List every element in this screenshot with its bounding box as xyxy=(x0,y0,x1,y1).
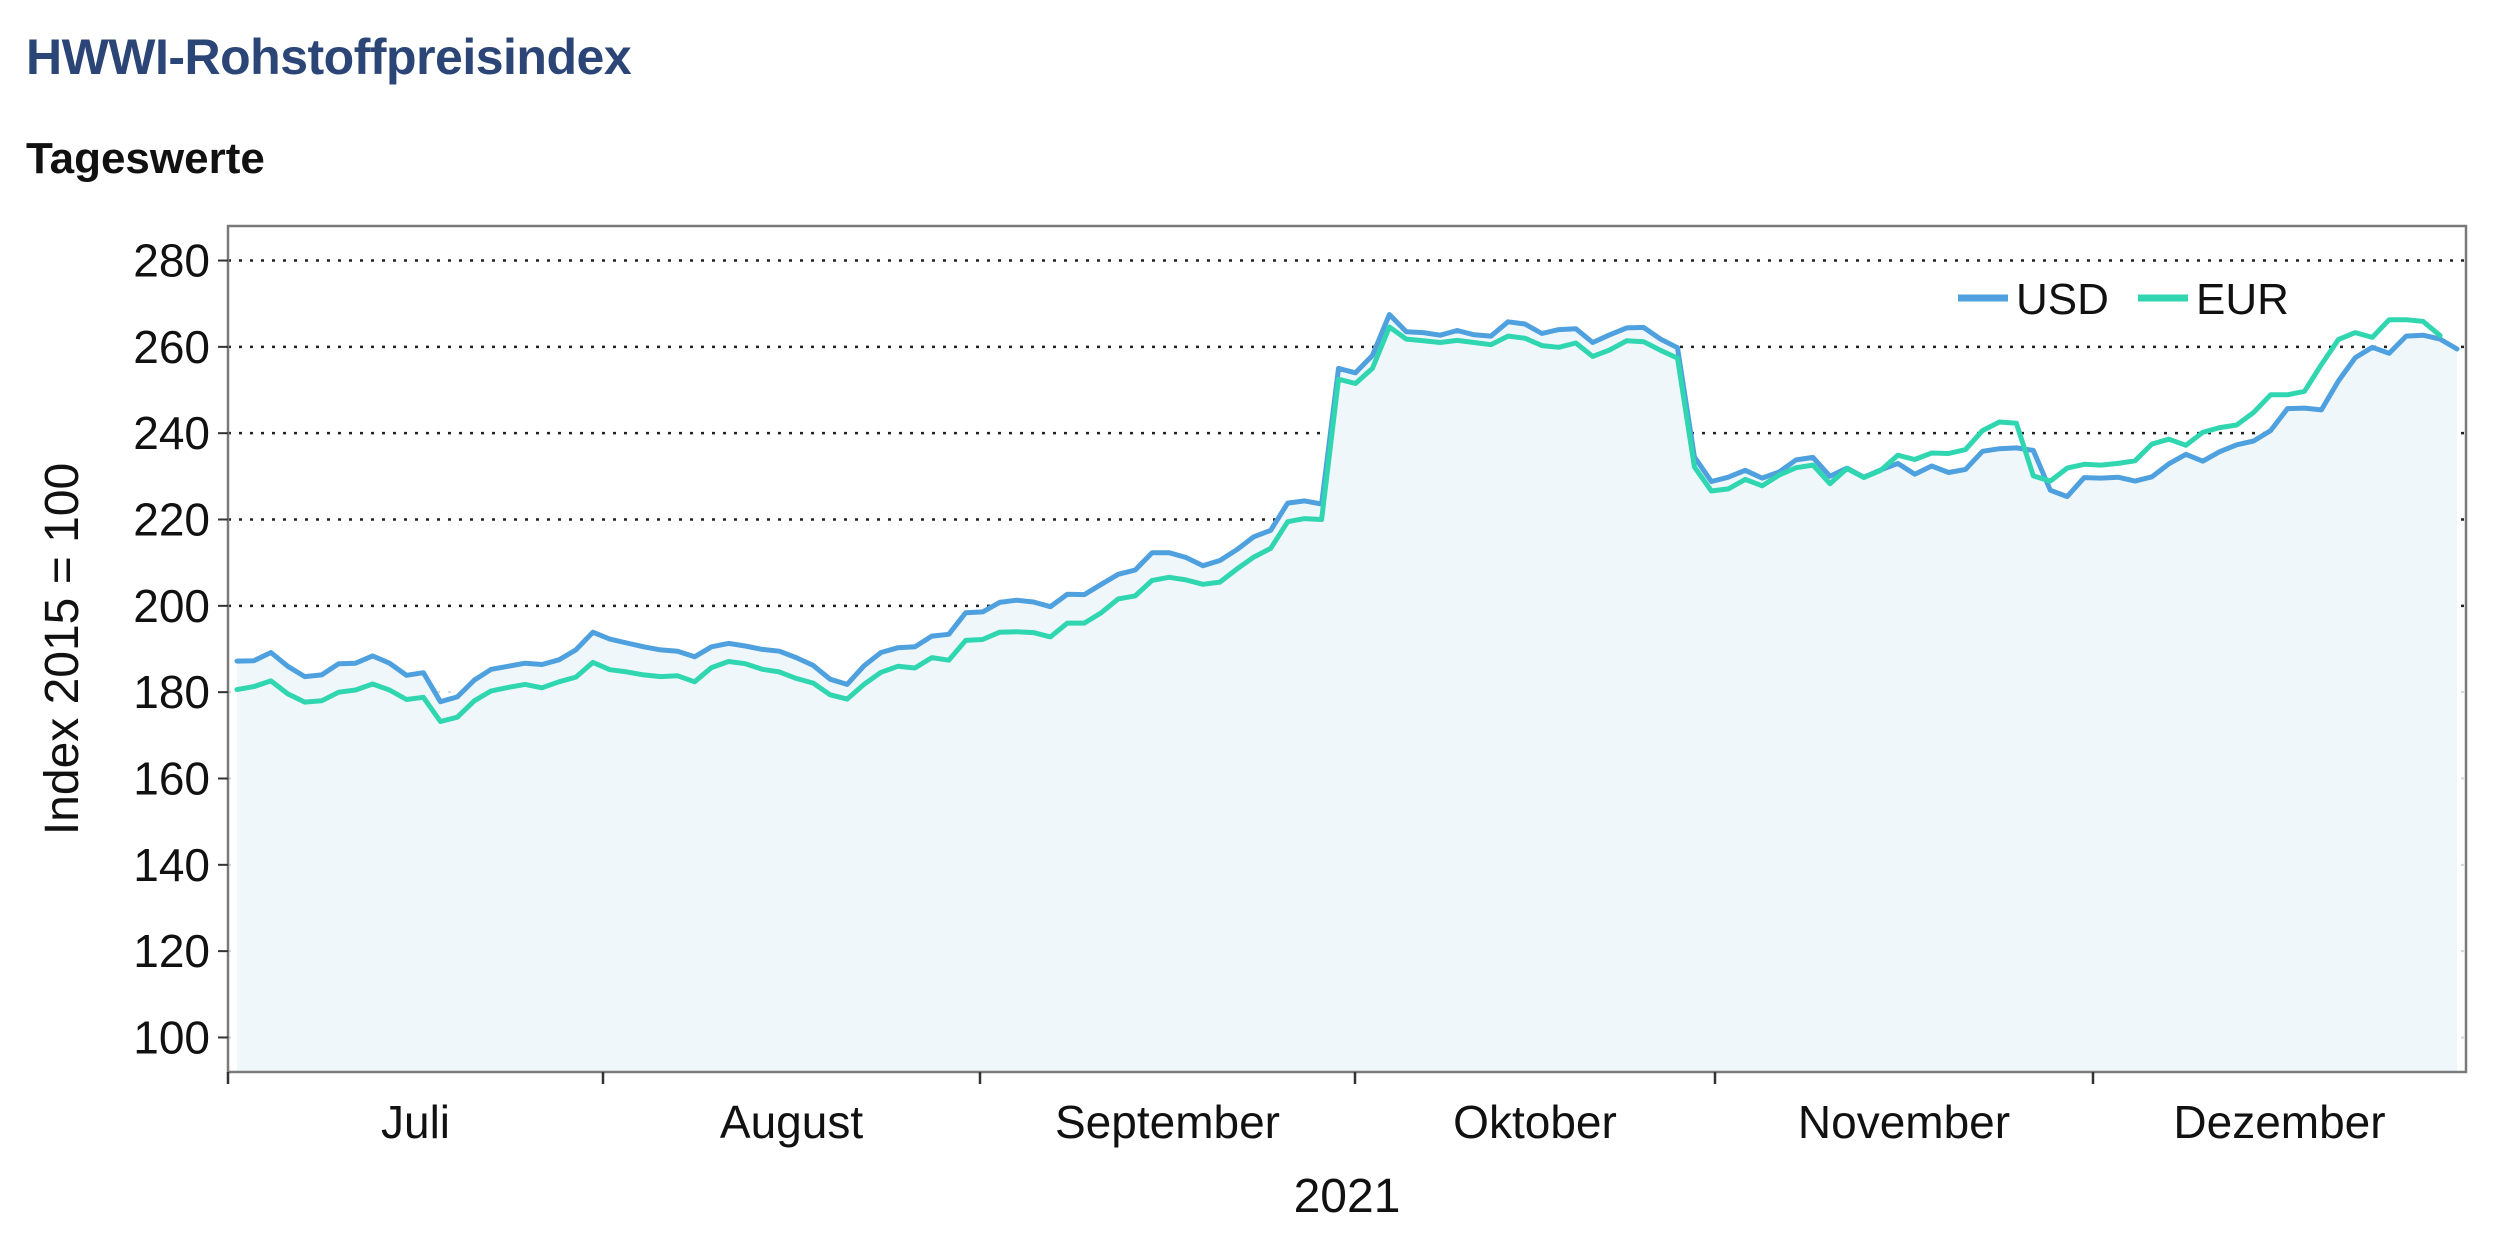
x-tick-label-dezember: Dezember xyxy=(2173,1096,2385,1148)
plot-frame xyxy=(226,224,2468,1074)
y-tick-label: 260 xyxy=(133,321,210,373)
y-tick-label: 240 xyxy=(133,407,210,459)
y-tick-label: 280 xyxy=(133,235,210,287)
y-tick-label: 160 xyxy=(133,752,210,804)
chart-title: HWWI-Rohstoffpreisindex xyxy=(26,29,632,85)
y-tick-label: 180 xyxy=(133,666,210,718)
y-axis: 100 120 140 160 180 200 220 240 260 280 xyxy=(133,235,228,1063)
series-line-eur xyxy=(234,317,2443,724)
x-tick-label-november: November xyxy=(1798,1096,2010,1148)
x-tick-label-juli: Juli xyxy=(381,1096,450,1148)
legend: USD EUR xyxy=(1958,275,2289,324)
y-tick-label: 100 xyxy=(133,1011,210,1063)
y-tick-label: 120 xyxy=(133,925,210,977)
series-line-usd xyxy=(234,312,2460,705)
x-axis-label: 2021 xyxy=(1294,1170,1401,1223)
x-tick-label-september: September xyxy=(1055,1096,1280,1148)
x-tick-label-oktober: Oktober xyxy=(1453,1096,1617,1148)
y-tick-label: 200 xyxy=(133,580,210,632)
chart-subtitle: Tageswerte xyxy=(26,134,265,183)
usd-area-fill xyxy=(237,314,2457,1072)
legend-usd-label: USD xyxy=(2016,275,2109,324)
legend-eur-label: EUR xyxy=(2196,275,2289,324)
x-tick-label-august: August xyxy=(720,1096,863,1148)
y-tick-label: 140 xyxy=(133,839,210,891)
y-tick-label: 220 xyxy=(133,494,210,546)
y-axis-label: Index 2015 = 100 xyxy=(36,463,89,835)
series-lines xyxy=(234,312,2460,724)
x-axis: Juli August September Oktober November Dezemb… xyxy=(226,1072,2386,1148)
